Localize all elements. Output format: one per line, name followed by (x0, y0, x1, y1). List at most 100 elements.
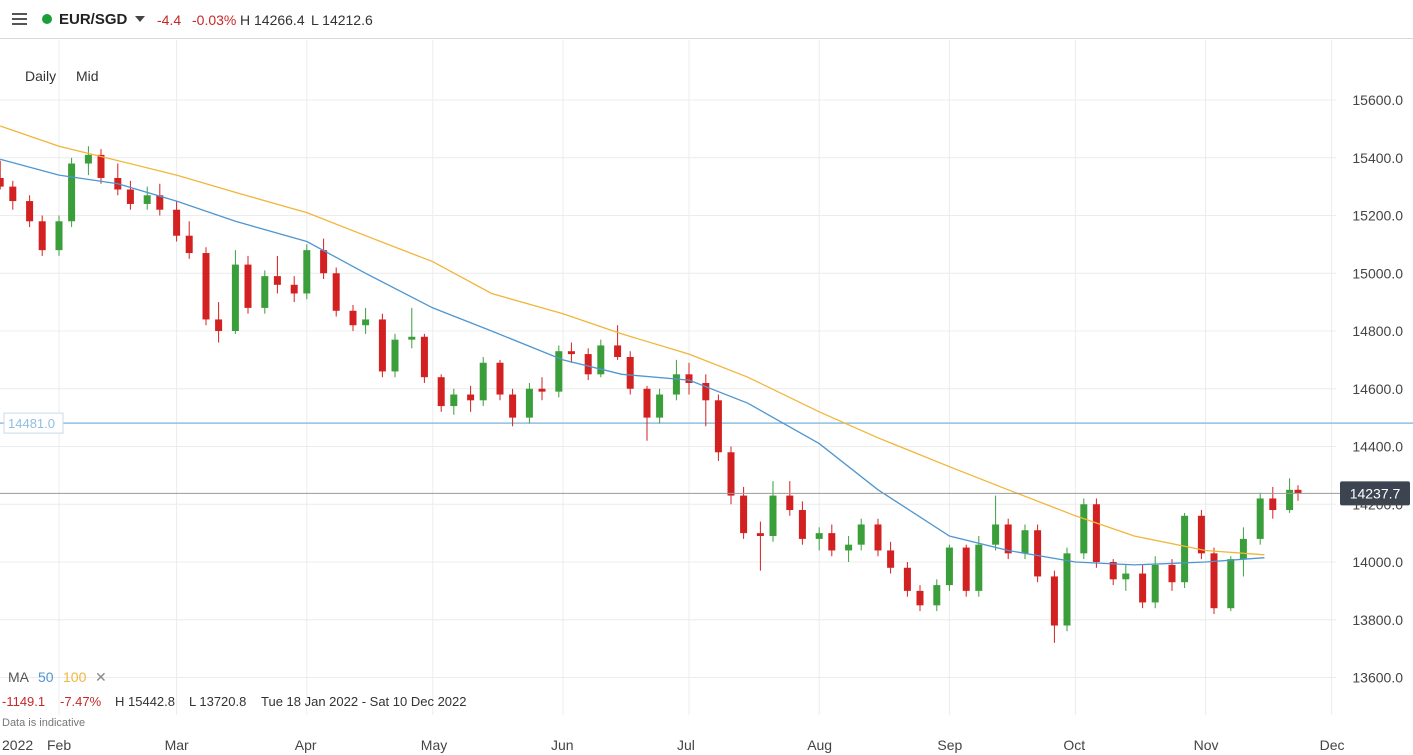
candle-body (685, 374, 693, 383)
data-disclaimer: Data is indicative (2, 717, 86, 729)
y-tick-label: 15600.0 (1352, 92, 1403, 108)
candle-body (1239, 538, 1247, 560)
candle-body (1122, 573, 1130, 580)
candle-body (244, 264, 252, 308)
candle-body (450, 394, 458, 407)
candle-body (672, 374, 680, 395)
candle-body (420, 336, 428, 378)
candle-body (756, 533, 764, 537)
candle-body (903, 567, 911, 591)
y-tick-label: 14600.0 (1352, 381, 1403, 397)
x-axis: 2022 Feb Mar Apr May Jun Jul Aug Sep Oct Nov Dec (2, 737, 1345, 753)
candle-body (1109, 562, 1117, 580)
support-line-label: 14481.0 (8, 416, 55, 431)
price-type-selector[interactable]: Mid (76, 68, 99, 84)
y-axis: 13600.0 13800.0 14000.0 14200.0 14400.0 14600… (1352, 92, 1403, 686)
current-price-label: 14237.7 (1350, 485, 1401, 501)
candle-body (55, 221, 63, 251)
candle-body (626, 356, 634, 389)
candle-body (378, 319, 386, 372)
date-range: Tue 18 Jan 2022 - Sat 10 Dec 2022 (261, 694, 467, 709)
candle-body (1168, 564, 1176, 583)
candle-body (962, 547, 970, 591)
candle-body (273, 276, 281, 285)
candlestick-series (0, 146, 1302, 643)
x-tick-label: Apr (295, 737, 317, 753)
candle-body (332, 273, 340, 311)
candle-body (84, 154, 92, 164)
interval-selector[interactable]: Daily (25, 68, 57, 84)
hamburger-menu-icon[interactable] (12, 13, 27, 25)
candle-body (643, 388, 651, 418)
candle-body (1050, 576, 1058, 626)
candle-body (857, 524, 865, 545)
candle-body (185, 235, 193, 254)
candle-body (261, 276, 269, 308)
candle-body (1181, 515, 1189, 583)
y-tick-label: 15000.0 (1352, 265, 1403, 281)
ma-legend-label: MA (8, 669, 29, 685)
candle-body (349, 310, 357, 326)
candle-body (887, 550, 895, 568)
candle-body (437, 377, 445, 407)
candle-body (798, 510, 806, 539)
candle-body (97, 154, 105, 178)
candle-body (702, 382, 710, 401)
x-tick-label: Sep (937, 737, 962, 753)
chart-header: EUR/SGD -4.4 -0.03% H 14266.4 L 14212.6 (0, 0, 1413, 39)
candle-body (975, 544, 983, 591)
candle-body (0, 177, 4, 187)
candle-body (68, 163, 76, 222)
candle-body (391, 339, 399, 372)
moving-averages (0, 125, 1265, 566)
candle-body (916, 590, 924, 606)
ma100-line (0, 125, 1265, 556)
candle-body (1269, 498, 1277, 511)
range-change: -1149.1 (2, 694, 46, 709)
candle-body (656, 394, 664, 418)
candle-body (1210, 553, 1218, 609)
candle-body (1151, 564, 1159, 603)
candle-body (496, 362, 504, 395)
candle-body (38, 221, 46, 251)
candle-body (26, 201, 34, 222)
x-tick-label: Mar (165, 737, 189, 753)
candle-body (1092, 504, 1100, 562)
candle-body (156, 195, 164, 210)
market-status-dot (42, 14, 52, 24)
candle-body (945, 547, 953, 586)
candle-body (1227, 559, 1235, 609)
candle-body (828, 533, 836, 551)
chevron-down-icon[interactable] (135, 16, 145, 22)
y-tick-label: 14400.0 (1352, 439, 1403, 455)
support-line-tag (3, 412, 64, 434)
price-chart[interactable]: 14481.0 14237.7 13600.0 13800.0 14000.0 142… (0, 40, 1413, 755)
candle-body (479, 362, 487, 401)
ma100-legend[interactable]: 100 (63, 669, 87, 685)
y-tick-label: 15400.0 (1352, 150, 1403, 166)
candle-body (173, 209, 181, 236)
candle-body (555, 351, 563, 392)
candle-body (1286, 489, 1294, 511)
ma50-legend[interactable]: 50 (38, 669, 54, 685)
y-tick-label: 13800.0 (1352, 612, 1403, 628)
candle-body (538, 388, 546, 392)
candle-body (727, 452, 735, 496)
x-tick-label: Jul (677, 737, 695, 753)
session-high: H 14266.4 (240, 12, 305, 28)
x-tick-label: Feb (47, 737, 71, 753)
close-icon[interactable]: ✕ (95, 669, 107, 685)
candle-body (126, 189, 134, 204)
candle-body (9, 186, 17, 202)
candle-body (525, 388, 533, 418)
ma50-line (0, 158, 1265, 566)
candle-body (467, 394, 475, 401)
candle-body (509, 394, 517, 418)
y-tick-label: 15200.0 (1352, 208, 1403, 224)
x-tick-label: Oct (1063, 737, 1085, 753)
symbol-selector[interactable]: EUR/SGD (59, 11, 128, 28)
candle-body (786, 495, 794, 511)
candle-body (614, 345, 622, 357)
candle-body (408, 336, 416, 340)
candle-body (597, 345, 605, 375)
